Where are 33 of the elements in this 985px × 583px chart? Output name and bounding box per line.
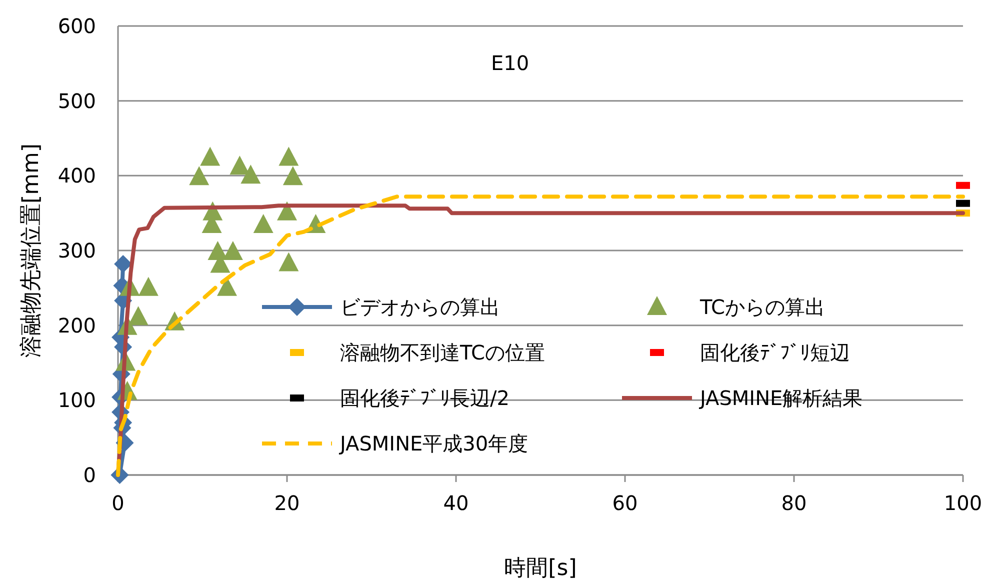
legend-label: 溶融物不到達TCの位置 xyxy=(340,340,546,364)
point xyxy=(277,201,297,220)
legend-label: ビデオからの算出 xyxy=(340,295,500,319)
y-tick-label: 100 xyxy=(58,388,96,412)
point xyxy=(200,146,220,166)
y-tick-label: 400 xyxy=(58,164,96,188)
y-tick-label: 300 xyxy=(58,238,96,262)
point xyxy=(278,146,299,166)
point xyxy=(282,166,303,186)
legend-label: JASMINE平成30年度 xyxy=(338,432,528,456)
x-tick-label: 80 xyxy=(781,491,807,515)
x-tick-label: 20 xyxy=(274,491,300,515)
x-tick-label: 60 xyxy=(612,491,638,515)
legend-label: JASMINE解析結果 xyxy=(698,386,863,410)
legend-label: TCからの算出 xyxy=(699,295,826,319)
point xyxy=(128,306,148,326)
y-tick-label: 600 xyxy=(58,14,96,38)
point xyxy=(253,214,274,234)
x-tick-label: 40 xyxy=(443,491,469,515)
point xyxy=(240,164,261,184)
x-tick-label: 100 xyxy=(944,491,982,515)
point xyxy=(138,276,158,296)
x-axis-title: 時間[s] xyxy=(504,556,577,581)
point xyxy=(278,252,299,272)
y-tick-label: 200 xyxy=(58,313,96,338)
y-tick-label: 0 xyxy=(83,463,96,487)
point xyxy=(189,166,210,186)
x-tick-label: 0 xyxy=(112,491,124,515)
legend-label: 固化後ﾃﾞﾌﾞﾘ短辺 xyxy=(700,340,850,364)
y-axis-title: 溶融物先端位置[mm] xyxy=(19,143,44,358)
y-tick-label: 500 xyxy=(58,88,96,113)
legend-label: 固化後ﾃﾞﾌﾞﾘ長辺/2 xyxy=(340,386,510,410)
text: E10 xyxy=(490,51,530,75)
